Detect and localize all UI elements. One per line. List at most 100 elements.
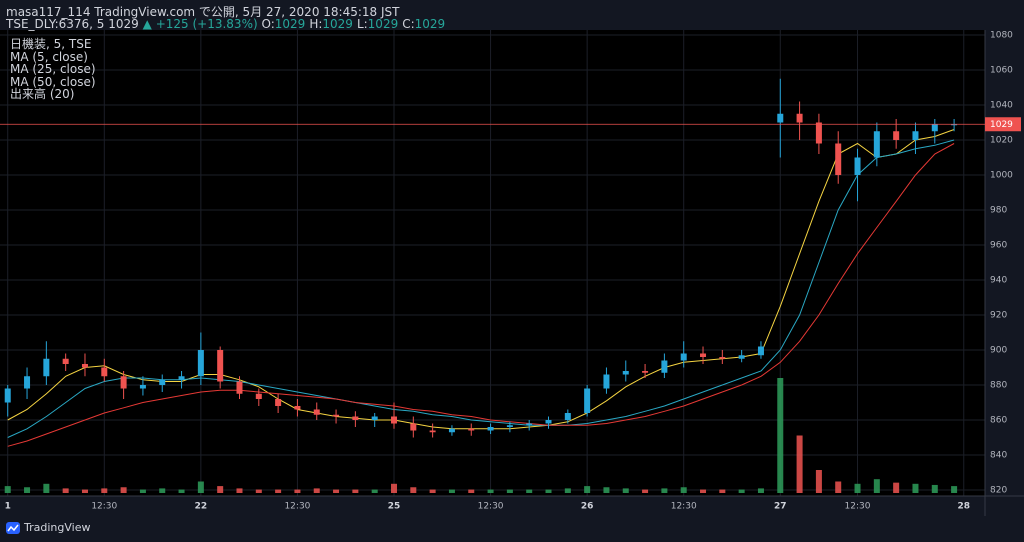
candle-body (352, 416, 359, 420)
volume-bar (603, 487, 610, 493)
candle-body (24, 376, 31, 389)
x-tick-label: 1 (5, 502, 11, 512)
candle-body (448, 428, 455, 433)
volume-bar (564, 488, 571, 493)
candle-body (217, 350, 224, 382)
y-tick-label: 1000 (990, 171, 1013, 181)
volume-bar (757, 488, 764, 493)
volume-bar (236, 488, 243, 493)
candle-body (622, 371, 629, 375)
ohlc-value: 1029 (322, 17, 353, 31)
change: ▲ +125 (+13.83%) (142, 17, 258, 31)
volume-bar (159, 488, 166, 493)
candle-body (4, 388, 11, 403)
volume-bar (506, 489, 513, 493)
legend-row: 出来高 (20) (10, 87, 75, 101)
publisher: masa117_114 TradingView.com で公開, 5月 27, … (6, 5, 400, 19)
y-tick-label: 1020 (990, 136, 1013, 146)
plot-bg (0, 30, 985, 496)
candle-body (410, 423, 417, 431)
x-tick-label: 25 (388, 502, 401, 512)
volume-bar (680, 487, 687, 493)
volume-bar (468, 489, 475, 493)
x-tick-label: 27 (774, 502, 787, 512)
candle-body (101, 367, 108, 377)
candle-body (796, 113, 803, 123)
candle-body (43, 358, 50, 377)
volume-bar (487, 489, 494, 493)
volume-bar (719, 489, 726, 493)
volume-bar (642, 489, 649, 493)
volume-bar (391, 483, 397, 493)
logo (6, 522, 20, 534)
volume-bar (371, 489, 378, 493)
candle-body (333, 414, 340, 417)
volume-bar (217, 486, 224, 493)
volume-bar (854, 483, 861, 493)
legend-row: MA (25, close) (10, 62, 96, 76)
legend-row: MA (50, close) (10, 74, 96, 89)
candle-body (468, 428, 475, 431)
volume-bar (24, 487, 31, 493)
volume-bar (545, 489, 552, 493)
y-tick-label: 980 (990, 206, 1007, 216)
candle-body (487, 427, 494, 431)
volume-bar (410, 487, 417, 493)
volume-bar (738, 489, 745, 493)
y-tick-label: 960 (990, 241, 1007, 251)
x-tick-label: 22 (195, 502, 208, 512)
candle-body (603, 374, 610, 389)
volume-bar (815, 470, 822, 493)
y-tick-label: 880 (990, 381, 1007, 391)
symbol: TSE_DLY:6376, 5 (6, 17, 105, 31)
price-tag (985, 117, 1021, 132)
x-tick-label: 12:30 (284, 502, 310, 512)
ma-line (7, 139, 955, 438)
candle-body (777, 113, 784, 123)
ohlc-label: O: (261, 17, 275, 31)
volume-bar (197, 481, 204, 493)
volume-bar (893, 482, 900, 493)
volume-bar (43, 483, 50, 493)
ohlc-value: 1029 (367, 17, 399, 31)
volume-bar (81, 489, 88, 493)
volume-bar (120, 487, 127, 493)
candle-body (159, 379, 166, 385)
candle-body (81, 364, 88, 368)
ohlc-value: 1029 (274, 17, 306, 31)
candle-body (854, 157, 861, 175)
candle-body (526, 423, 533, 426)
y-tick-label: 940 (990, 276, 1007, 286)
ohlc-label: C: (402, 17, 415, 31)
candle-body (236, 381, 243, 394)
volume-bar (700, 489, 707, 493)
x-tick-label: 12:30 (671, 502, 697, 512)
y-tick-label: 840 (990, 451, 1007, 461)
volume-bar (584, 486, 591, 493)
ohlc-label: H: (309, 17, 323, 31)
candle-body (120, 376, 127, 389)
last: 1029 (108, 17, 139, 31)
volume-bar (275, 489, 282, 493)
candle-body (506, 425, 513, 427)
y-tick-label: 820 (990, 486, 1007, 496)
candle-body (815, 122, 822, 144)
ohlc-label: L: (356, 17, 368, 31)
ohlc-value: 1029 (414, 17, 446, 31)
volume-bar (951, 486, 958, 493)
candle-body (584, 388, 591, 413)
volume-bar (796, 435, 803, 493)
candle-body (139, 385, 146, 389)
y-tick-label: 860 (990, 416, 1007, 426)
y-tick-label: 1060 (990, 66, 1013, 76)
volume-bar (333, 489, 340, 493)
volume-bar (777, 378, 784, 493)
candle-body (197, 350, 204, 377)
volume-bar (429, 489, 436, 493)
legend-row: MA (5, close) (10, 49, 88, 64)
candle-body (757, 346, 764, 356)
candle-body (680, 353, 687, 361)
symbol-line: TSE_DLY:6376, 5 1029 ▲ +125 (+13.83%) O:… (6, 17, 449, 31)
candle-body (275, 399, 282, 406)
